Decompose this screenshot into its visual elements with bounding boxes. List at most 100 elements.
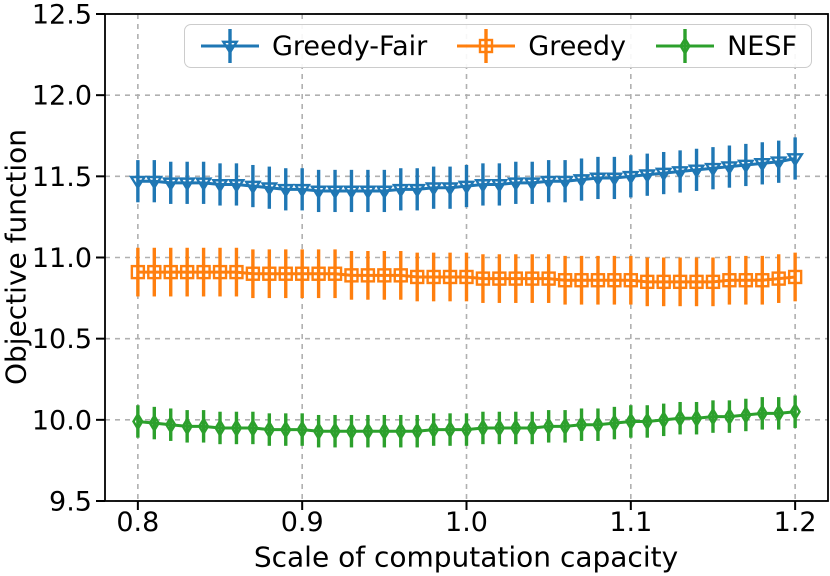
triangle-down-marker-icon xyxy=(506,177,525,192)
legend-handle-greedy-icon xyxy=(457,29,516,63)
triangle-down-marker-icon xyxy=(720,161,739,176)
thin-diamond-marker-icon xyxy=(493,418,506,438)
triangle-down-marker-icon xyxy=(523,177,542,192)
triangle-down-marker-icon xyxy=(244,180,262,195)
square-marker-icon xyxy=(229,264,244,280)
legend-label-nesf: NESF xyxy=(727,30,797,62)
y-axis-label: Objective function xyxy=(0,128,33,386)
triangle-down-marker-icon xyxy=(539,175,558,190)
x-tick-label: 1.1 xyxy=(609,507,652,538)
triangle-down-marker-icon xyxy=(621,170,640,185)
square-marker-icon xyxy=(360,268,376,283)
triangle-down-marker-icon xyxy=(704,162,722,177)
square-marker-icon xyxy=(426,269,441,285)
square-marker-icon xyxy=(541,271,556,286)
thin-diamond-marker-icon xyxy=(756,403,769,423)
triangle-down-marker-icon xyxy=(375,185,394,200)
thin-diamond-marker-icon xyxy=(279,420,292,440)
thin-diamond-marker-icon xyxy=(427,420,440,440)
triangle-down-marker-icon xyxy=(178,177,197,192)
triangle-down-marker-icon xyxy=(128,175,147,190)
thin-diamond-marker-icon xyxy=(542,416,555,436)
thin-diamond-marker-icon xyxy=(378,421,391,441)
triangle-down-marker-icon xyxy=(753,157,772,172)
square-marker-icon xyxy=(475,271,491,286)
square-marker-icon xyxy=(656,274,671,290)
square-marker-icon xyxy=(574,273,589,288)
triangle-down-marker-icon xyxy=(161,177,180,192)
square-marker-icon xyxy=(738,273,754,288)
x-tick-label: 1.0 xyxy=(445,507,488,538)
square-marker-icon xyxy=(479,38,494,54)
triangle-down-marker-icon xyxy=(293,183,312,198)
square-marker-icon xyxy=(557,273,573,288)
thin-diamond-marker-icon xyxy=(312,421,325,441)
square-marker-icon xyxy=(410,269,425,285)
legend-handle-greedy-fair-icon xyxy=(201,29,259,63)
thin-diamond-marker-icon xyxy=(526,418,539,438)
triangle-down-marker-icon xyxy=(605,172,624,187)
square-marker-icon xyxy=(212,264,228,280)
y-tick-label: 10.5 xyxy=(32,324,92,355)
thin-diamond-marker-icon xyxy=(477,418,489,438)
thin-diamond-marker-icon xyxy=(679,36,691,56)
thin-diamond-marker-icon xyxy=(575,415,588,435)
thin-diamond-marker-icon xyxy=(657,410,670,430)
legend-handle-nesf-icon xyxy=(656,29,715,63)
thin-diamond-marker-icon xyxy=(460,420,473,440)
triangle-down-marker-icon xyxy=(671,166,689,181)
y-tick-label: 12.0 xyxy=(32,81,92,112)
thin-diamond-marker-icon xyxy=(132,411,144,431)
triangle-down-marker-icon xyxy=(457,180,476,195)
triangle-down-marker-icon xyxy=(391,183,410,198)
thin-diamond-marker-icon xyxy=(772,403,785,423)
triangle-down-marker-icon xyxy=(572,174,591,189)
x-tick-label: 0.8 xyxy=(116,507,159,538)
square-marker-icon xyxy=(607,273,622,288)
square-marker-icon xyxy=(196,264,211,280)
legend-entry-greedy: Greedy xyxy=(455,26,626,66)
thin-diamond-marker-icon xyxy=(214,418,226,438)
thin-diamond-marker-icon xyxy=(345,421,358,441)
y-tick-label: 10.0 xyxy=(32,405,92,436)
triangle-down-marker-icon xyxy=(309,185,328,200)
legend-label-greedy: Greedy xyxy=(528,30,627,62)
square-marker-icon xyxy=(327,266,343,281)
y-tick-label: 11.5 xyxy=(32,162,92,193)
triangle-down-marker-icon xyxy=(638,169,657,184)
thin-diamond-marker-icon xyxy=(608,413,621,433)
legend-entry-greedy-fair: Greedy-Fair xyxy=(199,26,427,66)
triangle-down-marker-icon xyxy=(276,183,295,198)
triangle-down-marker-icon xyxy=(194,177,213,192)
square-marker-icon xyxy=(787,269,803,285)
triangle-down-marker-icon xyxy=(490,179,509,194)
thin-diamond-marker-icon xyxy=(592,415,604,435)
square-marker-icon xyxy=(640,274,655,290)
triangle-down-marker-icon xyxy=(145,175,164,190)
square-marker-icon xyxy=(311,266,326,281)
thin-diamond-marker-icon xyxy=(740,405,752,425)
triangle-down-marker-icon xyxy=(408,183,427,198)
thin-diamond-marker-icon xyxy=(723,407,736,427)
triangle-down-marker-icon xyxy=(589,172,607,187)
thin-diamond-marker-icon xyxy=(707,407,719,427)
square-marker-icon xyxy=(492,271,507,286)
square-marker-icon xyxy=(179,264,195,280)
triangle-down-marker-icon xyxy=(441,182,459,197)
thin-diamond-marker-icon xyxy=(329,421,341,441)
thin-diamond-marker-icon xyxy=(674,408,686,428)
square-marker-icon xyxy=(130,264,146,280)
square-marker-icon xyxy=(755,273,770,288)
thin-diamond-marker-icon xyxy=(444,420,456,440)
series-nesf xyxy=(132,395,801,448)
square-marker-icon xyxy=(163,264,178,280)
square-marker-icon xyxy=(278,266,293,281)
thin-diamond-marker-icon xyxy=(230,418,243,438)
triangle-down-marker-icon xyxy=(687,164,706,179)
square-marker-icon xyxy=(590,273,606,288)
triangle-down-marker-icon xyxy=(786,153,805,168)
square-marker-icon xyxy=(722,273,737,288)
square-marker-icon xyxy=(245,266,261,281)
